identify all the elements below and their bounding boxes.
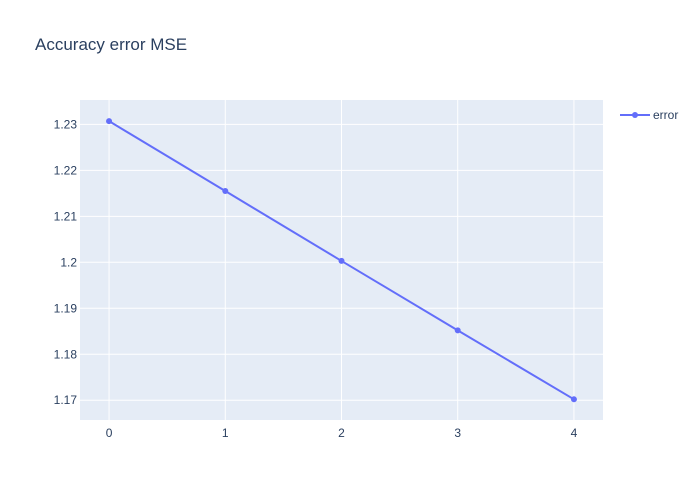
x-tick-label: 4 (571, 426, 578, 440)
x-tick-label: 2 (338, 426, 345, 440)
legend-label-error: error (653, 108, 678, 122)
y-tick-label: 1.19 (54, 301, 78, 315)
axis-tick-labels: 0 1 2 3 4 1.17 1.18 1.19 1.2 1.21 1.22 1.23 (54, 117, 578, 440)
x-tick-label: 0 (106, 426, 113, 440)
data-point[interactable] (570, 396, 577, 403)
legend-marker-icon (632, 112, 638, 118)
data-point[interactable] (106, 118, 113, 125)
data-point[interactable] (454, 327, 461, 334)
x-tick-label: 1 (222, 426, 229, 440)
data-point[interactable] (338, 257, 345, 264)
y-tick-label: 1.17 (54, 393, 78, 407)
legend[interactable]: error (620, 108, 678, 122)
y-tick-label: 1.22 (54, 163, 78, 177)
y-tick-label: 1.23 (54, 117, 78, 131)
data-point[interactable] (222, 188, 229, 195)
chart-title: Accuracy error MSE (35, 35, 187, 54)
x-tick-label: 3 (454, 426, 461, 440)
y-tick-label: 1.21 (54, 209, 78, 223)
y-tick-label: 1.2 (60, 255, 77, 269)
series-layer (106, 118, 577, 403)
y-tick-label: 1.18 (54, 347, 78, 361)
